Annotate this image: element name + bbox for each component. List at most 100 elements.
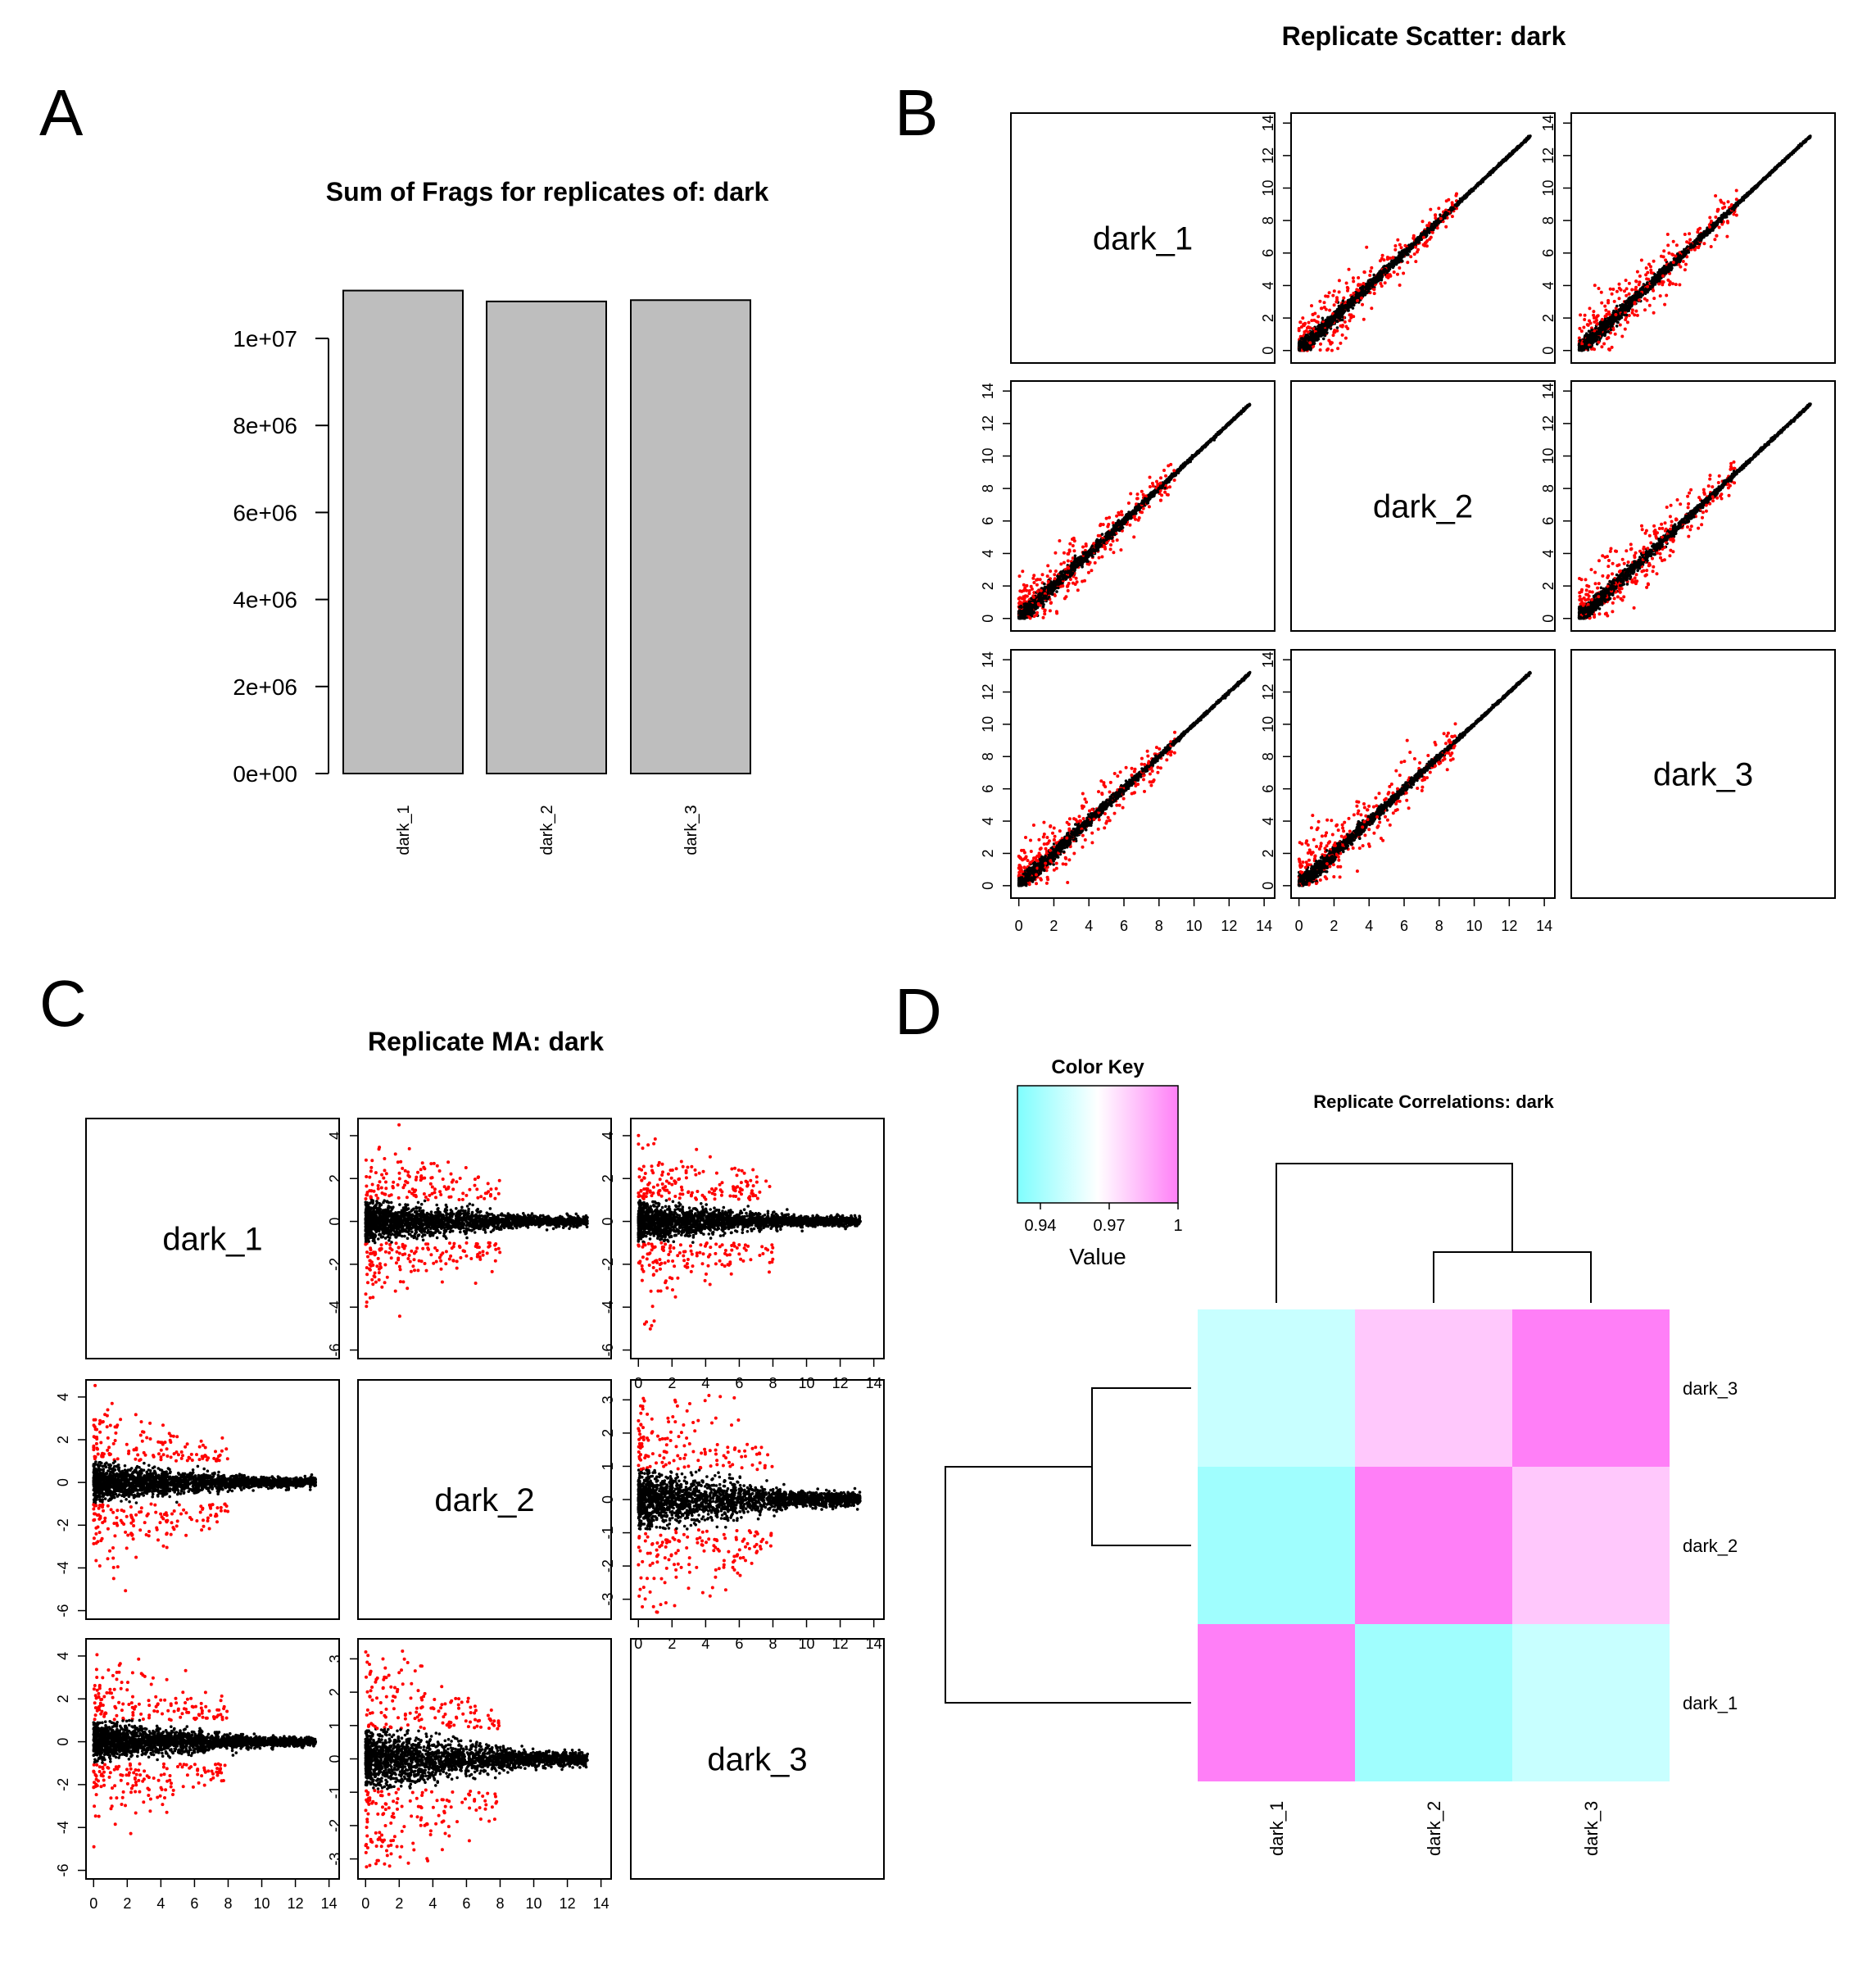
black-point bbox=[1371, 278, 1375, 281]
black-point bbox=[1301, 337, 1304, 340]
black-point bbox=[1325, 323, 1329, 326]
red-point bbox=[1344, 320, 1347, 324]
black-point bbox=[1384, 269, 1387, 272]
black-point bbox=[1342, 299, 1345, 302]
red-point bbox=[1326, 347, 1330, 351]
red-point bbox=[1302, 323, 1305, 326]
y-tick-label: 4 bbox=[1540, 281, 1557, 289]
red-point bbox=[1328, 291, 1331, 294]
red-point bbox=[1396, 238, 1399, 242]
red-point bbox=[1339, 342, 1342, 345]
red-point bbox=[1380, 257, 1384, 261]
red-point bbox=[1298, 327, 1301, 330]
red-point bbox=[1308, 341, 1312, 344]
red-point bbox=[1365, 246, 1368, 249]
red-point bbox=[1361, 303, 1364, 306]
red-point bbox=[1422, 236, 1425, 239]
red-point bbox=[1303, 330, 1306, 334]
y-tick-label: 10 bbox=[1260, 179, 1276, 196]
red-point bbox=[1580, 329, 1584, 333]
red-point bbox=[1439, 217, 1443, 220]
panel-letter-a: A bbox=[39, 76, 84, 149]
black-point bbox=[1326, 316, 1330, 320]
red-point bbox=[1348, 268, 1351, 271]
y-tick-label: 14 bbox=[1540, 115, 1557, 131]
black-point bbox=[1503, 158, 1507, 161]
black-point bbox=[1341, 306, 1344, 310]
black-point bbox=[1443, 211, 1447, 215]
red-point bbox=[1323, 301, 1326, 304]
black-point bbox=[1465, 196, 1468, 199]
red-point bbox=[1393, 270, 1396, 274]
diagonal-sample-label: dark_1 bbox=[1093, 221, 1193, 257]
panel-letter-c: C bbox=[39, 967, 87, 1040]
black-point bbox=[1398, 251, 1401, 254]
y-tick-label: 2e+06 bbox=[233, 674, 297, 700]
red-point bbox=[1320, 306, 1323, 310]
red-point bbox=[1338, 290, 1341, 293]
black-point bbox=[1298, 340, 1302, 343]
black-point bbox=[1439, 220, 1442, 224]
black-point bbox=[1375, 275, 1379, 279]
red-point bbox=[1429, 208, 1432, 211]
black-point bbox=[1322, 338, 1325, 341]
red-point bbox=[1318, 300, 1321, 303]
red-point bbox=[1329, 343, 1332, 346]
black-point bbox=[1401, 249, 1404, 252]
red-point bbox=[1325, 308, 1328, 311]
black-point bbox=[1390, 265, 1393, 269]
red-point bbox=[1398, 284, 1402, 287]
y-tick-label: 14 bbox=[1260, 115, 1276, 131]
black-point bbox=[1423, 229, 1426, 233]
red-point bbox=[1352, 279, 1355, 283]
red-point bbox=[1336, 347, 1339, 350]
black-point bbox=[1298, 348, 1302, 352]
red-point bbox=[1346, 286, 1349, 289]
red-point bbox=[1346, 289, 1349, 293]
black-point bbox=[1514, 147, 1517, 151]
black-point bbox=[1308, 345, 1312, 348]
red-point bbox=[1386, 274, 1389, 277]
red-point bbox=[1307, 321, 1311, 324]
red-point bbox=[1409, 255, 1412, 258]
red-point bbox=[1332, 334, 1335, 337]
red-point bbox=[1352, 315, 1355, 318]
black-point bbox=[1336, 326, 1339, 329]
black-point bbox=[1341, 315, 1344, 319]
y-tick-label: 12 bbox=[1260, 147, 1276, 164]
black-point bbox=[1302, 343, 1305, 347]
red-point bbox=[1455, 193, 1458, 196]
red-point bbox=[1588, 306, 1592, 310]
red-point bbox=[1348, 313, 1352, 316]
x-tick-label: dark_3 bbox=[682, 805, 700, 855]
black-point bbox=[1401, 253, 1404, 256]
red-point bbox=[1381, 254, 1384, 257]
red-point bbox=[1345, 282, 1348, 285]
black-point bbox=[1367, 290, 1371, 293]
black-point bbox=[1387, 270, 1390, 273]
black-point bbox=[1364, 293, 1367, 297]
y-tick-label: 8 bbox=[1260, 216, 1276, 225]
red-point bbox=[1333, 303, 1336, 306]
y-tick-label: 8e+06 bbox=[233, 413, 297, 438]
y-tick-label: 6 bbox=[1260, 249, 1276, 257]
y-tick-label: 4 bbox=[1260, 281, 1276, 289]
panel-b-title: Replicate Scatter: dark bbox=[1282, 21, 1566, 51]
black-point bbox=[1436, 221, 1439, 225]
black-point bbox=[1488, 174, 1491, 177]
red-point bbox=[1396, 273, 1399, 276]
black-point bbox=[1348, 299, 1351, 302]
red-point bbox=[1357, 289, 1361, 293]
black-point bbox=[1335, 320, 1339, 323]
y-tick-label: 2 bbox=[1260, 314, 1276, 322]
red-point bbox=[1310, 319, 1313, 322]
red-point bbox=[1434, 213, 1437, 216]
black-point bbox=[1329, 315, 1332, 319]
red-point bbox=[1344, 337, 1348, 340]
red-point bbox=[1341, 334, 1344, 337]
red-point bbox=[1327, 339, 1330, 343]
y-tick-label: 0e+00 bbox=[233, 761, 297, 787]
black-point bbox=[1364, 290, 1367, 293]
black-point bbox=[1330, 322, 1333, 325]
